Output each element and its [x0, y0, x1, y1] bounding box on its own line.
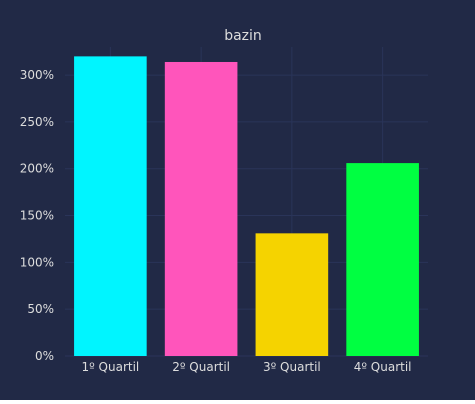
- y-tick-label-5: 250%: [20, 115, 54, 129]
- y-tick-label-3: 150%: [20, 209, 54, 223]
- chart-title: bazin: [224, 28, 262, 44]
- x-tick-label-4: 4º Quartil: [354, 360, 412, 374]
- bar-1[interactable]: [74, 56, 147, 356]
- x-tick-label-1: 1º Quartil: [81, 360, 139, 374]
- y-axis-ticks: 0% 50% 100% 150% 200% 250% 300%: [20, 68, 54, 363]
- x-tick-label-2: 2º Quartil: [172, 360, 230, 374]
- y-tick-label-4: 200%: [20, 162, 54, 176]
- y-tick-label-6: 300%: [20, 68, 54, 82]
- y-tick-label-2: 100%: [20, 255, 54, 269]
- y-tick-label-0: 0%: [35, 349, 54, 363]
- x-tick-label-3: 3º Quartil: [263, 360, 321, 374]
- bar-3[interactable]: [255, 233, 329, 356]
- bar-4[interactable]: [346, 163, 419, 356]
- x-axis-ticks: 1º Quartil 2º Quartil 3º Quartil 4º Quartil: [81, 360, 411, 374]
- bars: [74, 56, 419, 357]
- y-tick-label-1: 50%: [27, 302, 54, 316]
- bar-2[interactable]: [164, 61, 238, 357]
